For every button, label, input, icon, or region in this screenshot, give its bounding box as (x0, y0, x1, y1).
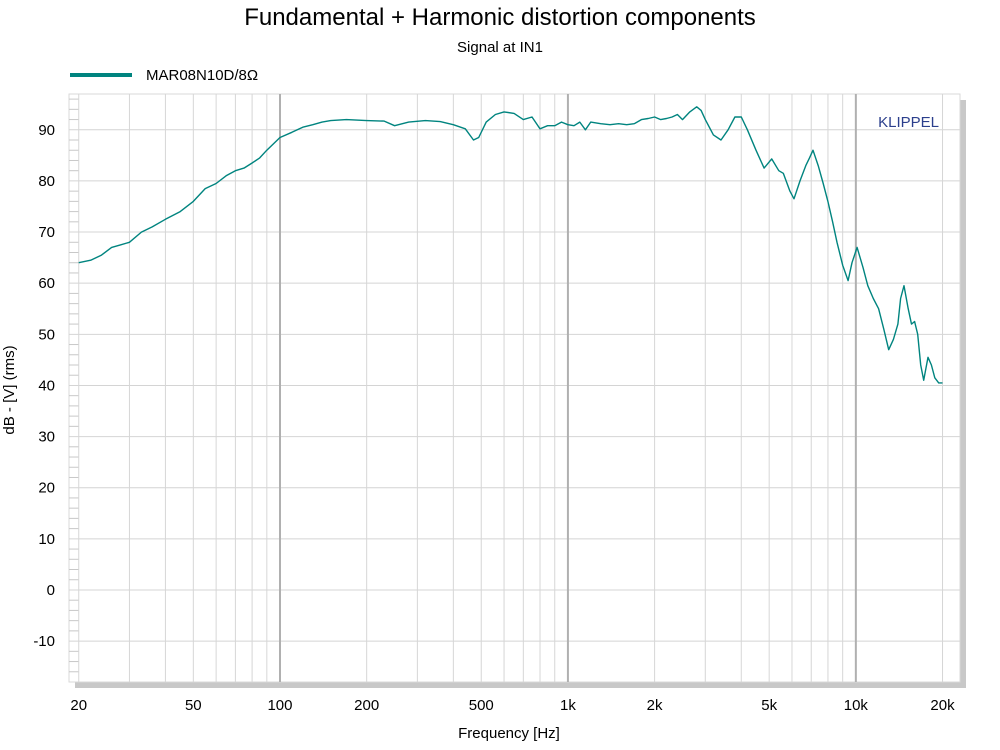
klippel-watermark: KLIPPEL (878, 114, 939, 131)
x-tick-label: 50 (185, 697, 202, 714)
y-tick-label: 60 (38, 275, 55, 292)
x-tick-label: 10k (844, 697, 869, 714)
y-tick-label: 30 (38, 429, 55, 446)
y-tick-label: 50 (38, 326, 55, 343)
y-tick-label: 80 (38, 173, 55, 190)
chart-subtitle: Signal at IN1 (457, 39, 543, 56)
plot-frame (68, 93, 966, 688)
x-tick-label: 5k (761, 697, 777, 714)
y-tick-label: 40 (38, 377, 55, 394)
legend-label: MAR08N10D/8Ω (146, 67, 258, 84)
plot-background (68, 93, 961, 683)
x-tick-label: 20k (930, 697, 955, 714)
x-tick-label: 100 (267, 697, 292, 714)
y-axis-label: dB - [V] (rms) (1, 345, 18, 434)
x-tick-label: 1k (560, 697, 576, 714)
legend: MAR08N10D/8Ω (70, 67, 258, 84)
y-tick-label: -10 (33, 633, 55, 650)
y-tick-label: 0 (47, 582, 55, 599)
y-tick-label: 10 (38, 531, 55, 548)
x-tick-label: 500 (469, 697, 494, 714)
chart-title: Fundamental + Harmonic distortion compon… (244, 4, 756, 31)
y-tick-label: 70 (38, 224, 55, 241)
x-axis-label: Frequency [Hz] (458, 725, 560, 742)
x-tick-label: 2k (647, 697, 663, 714)
x-tick-label: 20 (70, 697, 87, 714)
series-layer (78, 106, 943, 384)
series-line (78, 106, 943, 384)
y-tick-label: 20 (38, 480, 55, 497)
y-tick-label: 90 (38, 122, 55, 139)
x-tick-label: 200 (354, 697, 379, 714)
grid (69, 94, 960, 682)
